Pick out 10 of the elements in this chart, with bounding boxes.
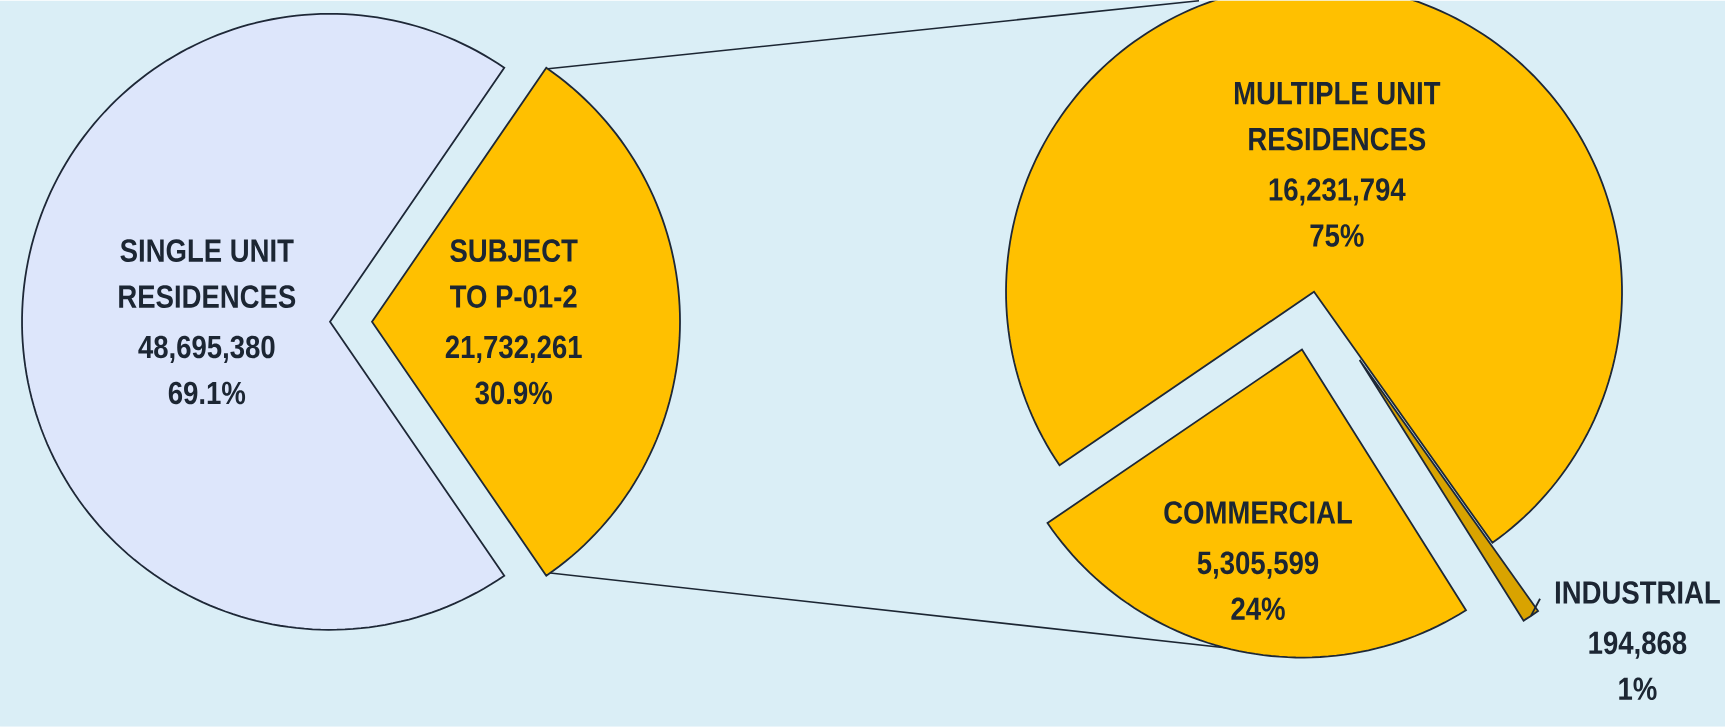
data-label: 48,695,380 69.1% (138, 335, 275, 405)
data-label: 21,732,261 30.9% (445, 335, 582, 405)
slice-label: SINGLE UNIT RESIDENCES (119, 239, 296, 309)
data-label: 194,868 1% (1589, 631, 1687, 701)
slice-label: COMMERCIAL (1164, 501, 1352, 524)
slice-label: MULTIPLE UNIT RESIDENCES (1234, 82, 1441, 151)
data-label: 16,231,794 75% (1269, 178, 1406, 247)
slice-label: SUBJECT TO P-01-2 (450, 239, 578, 309)
data-label: 5,305,599 24% (1197, 551, 1319, 621)
slice-label: INDUSTRIAL (1555, 581, 1720, 604)
